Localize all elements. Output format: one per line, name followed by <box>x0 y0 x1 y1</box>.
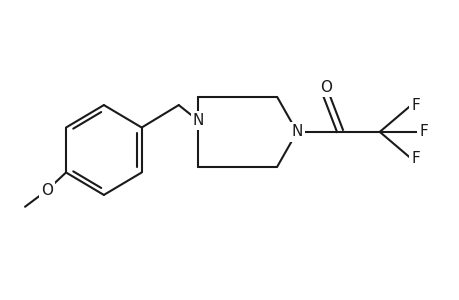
Text: F: F <box>410 98 419 112</box>
Text: F: F <box>418 124 427 140</box>
Text: F: F <box>410 151 419 166</box>
Text: O: O <box>41 183 53 198</box>
Text: O: O <box>319 80 331 95</box>
Text: N: N <box>192 113 204 128</box>
Text: N: N <box>291 124 302 140</box>
